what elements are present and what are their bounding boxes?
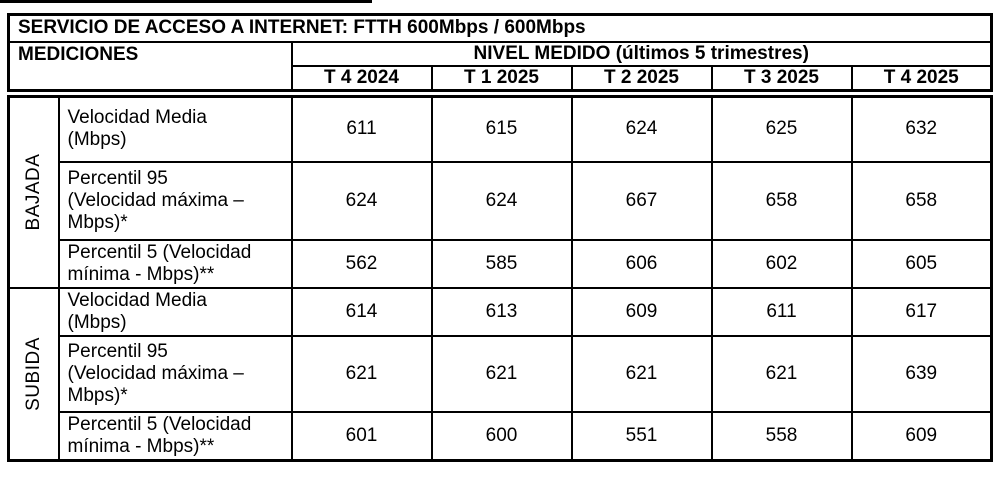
- top-border-fragment: [0, 0, 372, 3]
- quarter-header-t3-2025: T 3 2025: [710, 65, 853, 92]
- metric-label: Percentil 95 (Velocidad máxima – Mbps)*: [57, 160, 293, 241]
- value-cell: 615: [430, 95, 573, 163]
- table-row-subida-velocidad-media: SUBIDA Velocidad Media (Mbps) 614 613 60…: [7, 286, 993, 461]
- group-header-bajada: BAJADA: [7, 95, 60, 289]
- metric-label: Velocidad Media (Mbps): [57, 286, 293, 337]
- group-label-bajada: BAJADA: [22, 153, 44, 231]
- table-title: SERVICIO DE ACCESO A INTERNET: FTTH 600M…: [7, 13, 993, 43]
- nivel-medido-header: NIVEL MEDIDO (últimos 5 trimestres): [290, 41, 993, 67]
- table-data-block: BAJADA Velocidad Media (Mbps) 611 615 62…: [7, 95, 993, 462]
- table-header-block: SERVICIO DE ACCESO A INTERNET: FTTH 600M…: [7, 13, 993, 92]
- value-cell: 632: [850, 95, 993, 163]
- quarter-header-t2-2025: T 2 2025: [570, 65, 713, 92]
- table-row-bajada-velocidad-media: BAJADA Velocidad Media (Mbps) 611 615 62…: [7, 95, 993, 289]
- value-cell: 562: [290, 238, 433, 289]
- value-cell: 601: [290, 410, 433, 461]
- value-cell: 600: [430, 410, 573, 461]
- group-label-subida: SUBIDA: [22, 336, 44, 411]
- value-cell: 621: [290, 334, 433, 413]
- table-row-subida-percentil-5: Percentil 5 (Velocidad mínima - Mbps)** …: [9, 410, 993, 461]
- value-cell: 614: [290, 286, 433, 337]
- value-cell: 624: [290, 160, 433, 241]
- value-cell: 605: [850, 238, 993, 289]
- value-cell: 551: [570, 410, 713, 461]
- group-header-subida: SUBIDA: [7, 286, 60, 461]
- quarter-header-t4-2025: T 4 2025: [850, 65, 993, 92]
- value-cell: 613: [430, 286, 573, 337]
- metric-label: Velocidad Media (Mbps): [57, 95, 293, 163]
- value-cell: 606: [570, 238, 713, 289]
- value-cell: 558: [710, 410, 853, 461]
- value-cell: 621: [710, 334, 853, 413]
- value-cell: 602: [710, 238, 853, 289]
- value-cell: 621: [570, 334, 713, 413]
- value-cell: 621: [430, 334, 573, 413]
- value-cell: 625: [710, 95, 853, 163]
- value-cell: 667: [570, 160, 713, 241]
- value-cell: 624: [570, 95, 713, 163]
- value-cell: 611: [290, 95, 433, 163]
- title-row: SERVICIO DE ACCESO A INTERNET: FTTH 600M…: [7, 13, 993, 43]
- metric-label: Percentil 95 (Velocidad máxima – Mbps)*: [57, 334, 293, 413]
- metric-label: Percentil 5 (Velocidad mínima - Mbps)**: [57, 238, 293, 289]
- value-cell: 658: [850, 160, 993, 241]
- metric-label: Percentil 5 (Velocidad mínima - Mbps)**: [57, 410, 293, 461]
- header-row-1: MEDICIONES NIVEL MEDIDO (últimos 5 trime…: [7, 41, 993, 92]
- value-cell: 658: [710, 160, 853, 241]
- value-cell: 624: [430, 160, 573, 241]
- value-cell: 585: [430, 238, 573, 289]
- value-cell: 639: [850, 334, 993, 413]
- value-cell: 617: [850, 286, 993, 337]
- value-cell: 609: [850, 410, 993, 461]
- table-row-subida-percentil-95: Percentil 95 (Velocidad máxima – Mbps)* …: [9, 334, 993, 413]
- mediciones-header: MEDICIONES: [7, 41, 293, 92]
- quarter-header-t1-2025: T 1 2025: [430, 65, 573, 92]
- header-row-quarters: T 4 2024 T 1 2025 T 2 2025 T 3 2025 T 4 …: [9, 65, 993, 92]
- value-cell: 611: [710, 286, 853, 337]
- service-quality-table: SERVICIO DE ACCESO A INTERNET: FTTH 600M…: [7, 13, 993, 462]
- value-cell: 609: [570, 286, 713, 337]
- quarter-header-t4-2024: T 4 2024: [290, 65, 433, 92]
- table-row-bajada-percentil-95: Percentil 95 (Velocidad máxima – Mbps)* …: [9, 160, 993, 241]
- table-row-bajada-percentil-5: Percentil 5 (Velocidad mínima - Mbps)** …: [9, 238, 993, 289]
